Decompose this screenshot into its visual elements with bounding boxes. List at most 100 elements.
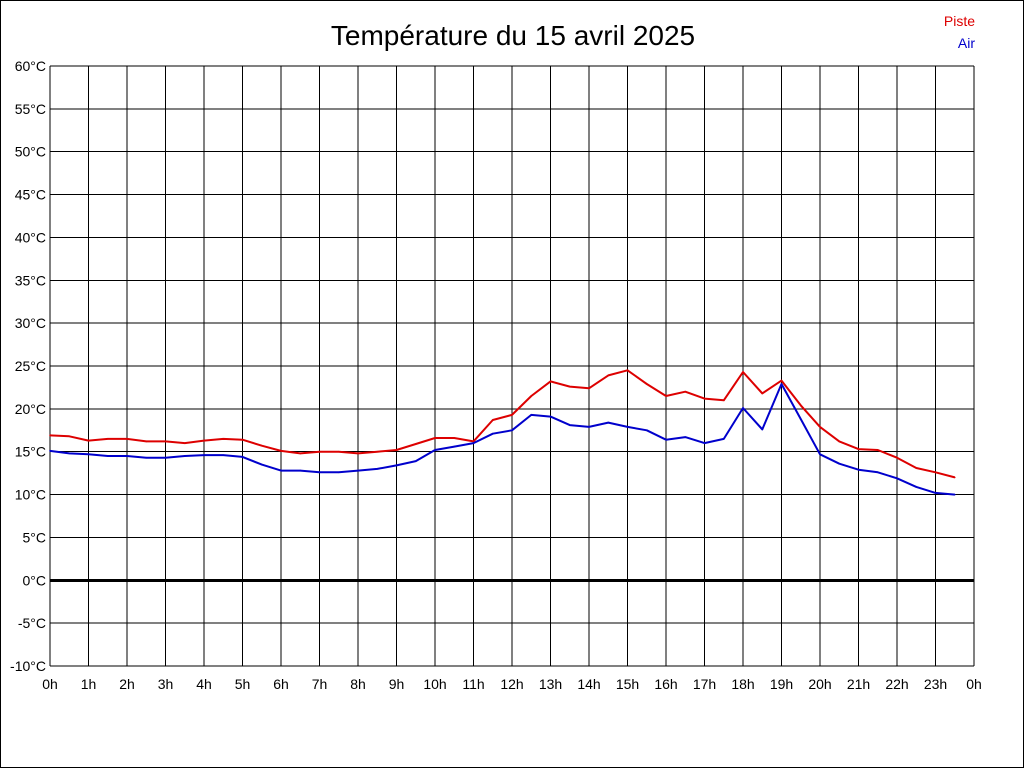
data-point-piste [934,471,937,474]
data-point-piste [953,476,956,479]
data-point-piste [106,438,109,440]
y-tick-label: 55°C [15,101,46,117]
data-point-air [472,442,475,444]
data-point-piste [241,438,244,441]
y-tick-label: 20°C [15,401,46,417]
data-point-piste [530,395,533,397]
data-point-piste [703,397,706,400]
data-point-piste [722,399,725,402]
data-point-air [145,456,148,459]
data-point-piste [318,450,321,453]
data-point-piste [568,385,571,388]
x-tick-label: 12h [500,676,523,692]
y-tick-label: 5°C [23,529,47,545]
data-point-air [857,468,860,471]
data-point-air [568,424,571,426]
x-tick-label: 7h [312,676,328,692]
data-point-piste [260,444,263,447]
data-point-air [722,438,725,440]
x-tick-label: 20h [808,676,831,692]
x-tick-label: 6h [273,676,289,692]
series-group [49,369,956,496]
x-tick-label: 21h [847,676,870,692]
x-tick-label: 22h [885,676,908,692]
data-point-air [222,454,225,456]
data-point-piste [395,449,398,451]
y-tick-label: 25°C [15,358,46,374]
data-point-air [530,414,533,416]
y-tick-label: 40°C [15,229,46,245]
data-point-air [183,455,186,457]
data-point-air [318,471,321,474]
chart-title: Température du 15 avril 2025 [331,20,695,51]
data-point-air [742,407,744,409]
data-point-air [684,436,687,438]
x-tick-label: 8h [350,676,366,692]
data-point-piste [453,437,456,439]
series-line-piste [49,369,956,479]
data-point-piste [491,419,494,421]
y-tick-label: 15°C [15,444,46,460]
data-point-piste [87,439,90,442]
data-point-piste [414,443,417,445]
y-tick-label: 50°C [15,144,46,160]
data-point-air [49,450,51,452]
x-tick-label: 16h [654,676,677,692]
x-tick-label: 11h [462,676,484,692]
y-axis-ticks: -10°C -5°C 0°C 5°C 10°C 15°C 20°C 25°C 30°C 35°C 4… [10,58,46,674]
data-point-piste [819,426,821,428]
data-point-piste [183,442,186,444]
y-tick-label: 10°C [15,487,46,503]
data-point-piste [761,392,764,395]
x-tick-label: 15h [616,676,639,692]
y-tick-label: -10°C [10,658,46,674]
data-point-piste [645,383,648,385]
data-point-piste [511,414,513,416]
data-point-air [260,463,263,466]
data-point-air [588,426,590,428]
x-tick-label: 9h [389,676,405,692]
data-point-air [626,426,629,428]
data-point-piste [280,450,282,452]
data-point-piste [434,437,436,439]
data-point-air [780,383,783,385]
data-point-air [876,471,879,474]
data-point-air [896,477,898,480]
x-tick-label: 0h [966,676,982,692]
data-point-air [838,462,841,465]
data-point-piste [857,448,860,450]
data-point-piste [684,390,687,393]
x-tick-label: 19h [770,676,793,692]
x-tick-label: 18h [731,676,754,692]
legend-item-air: Air [958,35,975,51]
data-point-piste [68,435,71,438]
data-point-piste [164,440,167,443]
data-point-air [203,454,205,456]
x-tick-label: 17h [693,676,716,692]
x-tick-label: 1h [81,676,97,692]
x-tick-label: 10h [423,676,446,692]
data-point-air [299,469,302,472]
data-point-air [395,464,398,467]
data-point-air [761,428,764,431]
data-point-air [799,418,802,420]
y-tick-label: 0°C [23,572,47,588]
x-tick-label: 0h [42,676,58,692]
x-tick-label: 4h [196,676,212,692]
y-tick-label: 30°C [15,315,46,331]
series-line-air [49,383,955,496]
data-point-piste [126,438,128,440]
data-point-air [915,486,918,488]
data-point-air [357,469,359,472]
data-point-air [665,438,667,441]
data-point-piste [896,456,898,459]
data-point-air [819,453,821,456]
data-point-air [434,449,436,451]
data-point-piste [742,371,744,373]
data-point-air [337,471,340,474]
data-point-air [126,455,128,457]
data-point-air [491,432,494,435]
data-point-piste [222,438,225,440]
grid [49,65,975,667]
